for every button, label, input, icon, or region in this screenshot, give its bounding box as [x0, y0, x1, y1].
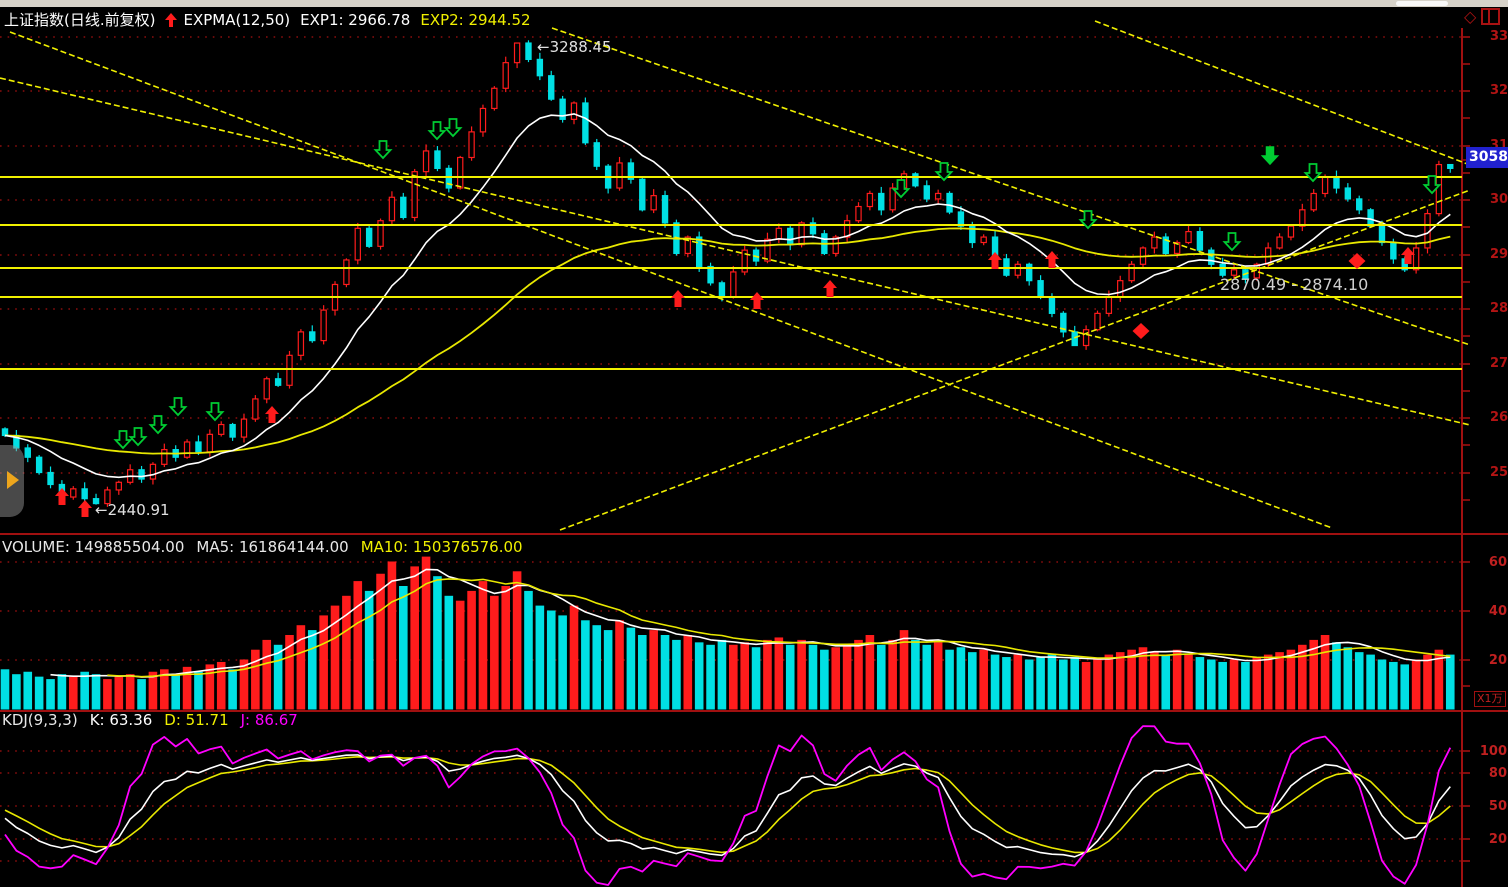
indicator-label: EXPMA(12,50)	[183, 11, 291, 29]
price-axis-label: 2900	[1490, 247, 1508, 262]
price-axis-label: 3300	[1490, 29, 1508, 44]
exp2-value: EXP2: 2944.52	[420, 11, 531, 29]
kdj-axis-label: 20	[1488, 832, 1507, 847]
exp1-value: EXP1: 2966.78	[300, 11, 411, 29]
kdj-label: KDJ(9,3,3)	[2, 711, 78, 729]
price-axis-label: 2500	[1490, 465, 1508, 480]
kdj-header: KDJ(9,3,3) K: 63.36 D: 51.71 J: 86.67	[2, 711, 310, 729]
kdj-j-value: J: 86.67	[240, 711, 298, 729]
titlebar-scroll-thumb[interactable]	[1396, 1, 1448, 6]
volume-axis-label: 40	[1488, 604, 1507, 619]
split-window-icon[interactable]	[1481, 8, 1501, 25]
price-axis-label: 2600	[1490, 410, 1508, 425]
kdj-d-value: D: 51.71	[164, 711, 229, 729]
diamond-icon[interactable]: ◇	[1464, 6, 1477, 26]
volume-ma10-value: MA10: 150376576.00	[360, 538, 523, 556]
kdj-axis-label: 80	[1488, 766, 1507, 781]
left-nav-button[interactable]	[0, 445, 24, 517]
kdj-axis-label: 50	[1488, 799, 1507, 814]
window-titlebar	[0, 0, 1508, 7]
right-triangle-icon	[7, 471, 19, 489]
price-axis-label: 3200	[1490, 83, 1508, 98]
volume-ma5-value: MA5: 161864144.00	[196, 538, 349, 556]
top-right-toolbar: ◇	[1464, 6, 1501, 26]
kdj-axis-label: 100	[1479, 744, 1507, 759]
main-chart-header: 上证指数(日线.前复权) EXPMA(12,50) EXP1: 2966.78 EXP…	[4, 9, 541, 30]
volume-panel[interactable]	[0, 536, 1462, 710]
price-axis-label: 3000	[1490, 192, 1508, 207]
symbol-title: 上证指数(日线.前复权)	[4, 11, 156, 29]
volume-header: VOLUME: 149885504.00 MA5: 161864144.00 MA1…	[2, 538, 535, 556]
volume-axis-label: 20	[1488, 653, 1507, 668]
up-arrow-icon	[165, 13, 178, 27]
price-axis-label: 2800	[1490, 301, 1508, 316]
kdj-panel[interactable]	[0, 712, 1462, 887]
volume-unit-label: X1万	[1474, 691, 1506, 707]
low-annotation: ←2440.91	[95, 501, 170, 519]
kdj-k-value: K: 63.36	[89, 711, 153, 729]
last-price-tag: 3058	[1466, 147, 1508, 168]
high-annotation: ←3288.45	[537, 38, 612, 56]
price-axis-label: 2700	[1490, 356, 1508, 371]
volume-value: VOLUME: 149885504.00	[2, 538, 185, 556]
gap-annotation: 2870.49 - 2874.10	[1220, 275, 1369, 294]
volume-axis-label: 60	[1488, 555, 1507, 570]
